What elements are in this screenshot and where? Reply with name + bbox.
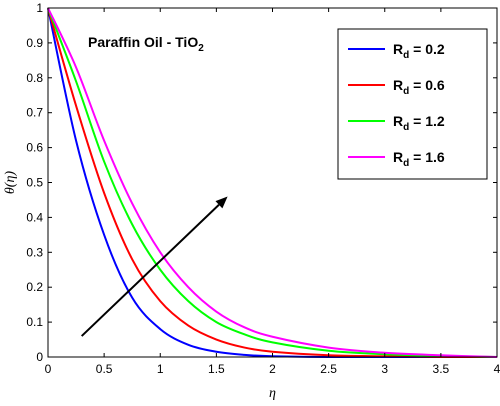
legend-label-value: = 1.2: [409, 113, 445, 129]
x-axis-ticks: 0 0.5 1 1.5 2 2.5 3 3.5 4: [45, 8, 500, 376]
legend-label-value: = 0.2: [409, 41, 445, 57]
y-tick-label: 1: [36, 1, 43, 15]
x-tick-label: 1: [157, 362, 164, 376]
chart-annotation: Paraffin Oil - TiO2: [88, 34, 204, 54]
y-tick-label: 0.6: [26, 141, 43, 155]
x-tick-label: 4: [494, 362, 500, 376]
x-tick-label: 1.5: [208, 362, 225, 376]
legend-label-main: R: [393, 149, 403, 165]
x-tick-label: 2.5: [320, 362, 337, 376]
x-axis-label: η: [269, 386, 276, 401]
series-line: [47, 7, 498, 358]
legend-label-value: = 1.6: [409, 149, 445, 165]
y-axis-label: θ(η): [3, 171, 18, 194]
y-tick-label: 0: [36, 350, 43, 364]
legend-label-subscript: d: [403, 158, 409, 169]
x-tick-label: 2: [269, 362, 276, 376]
legend-label-main: R: [393, 41, 403, 57]
legend-label-value: = 0.6: [409, 77, 445, 93]
legend-box: [337, 28, 488, 180]
y-tick-label: 0.2: [26, 280, 43, 294]
x-tick-label: 3: [381, 362, 388, 376]
annotation-main: Paraffin Oil - TiO: [88, 34, 198, 50]
y-tick-label: 0.5: [26, 176, 43, 190]
arrow-layer: [80, 196, 228, 337]
y-tick-label: 0.4: [26, 210, 43, 224]
y-tick-label: 0.8: [26, 71, 43, 85]
legend-label-subscript: d: [403, 122, 409, 133]
trend-arrow-shaft: [80, 204, 220, 337]
trend-arrow-head: [215, 196, 228, 209]
legend-label: Rd = 0.6: [393, 77, 445, 97]
legend-label: Rd = 1.2: [393, 113, 445, 133]
y-axis-ticks: 0 0.1 0.2 0.3 0.4 0.5 0.6 0.7 0.8 0.9 1: [26, 1, 497, 364]
y-tick-label: 0.9: [26, 36, 43, 50]
legend-label-main: R: [393, 77, 403, 93]
annotation-subscript: 2: [198, 43, 204, 54]
y-tick-label: 0.1: [26, 315, 43, 329]
y-tick-label: 0.3: [26, 245, 43, 259]
legend-label-subscript: d: [403, 86, 409, 97]
x-tick-label: 3.5: [433, 362, 450, 376]
legend-label-main: R: [393, 113, 403, 129]
legend-label-subscript: d: [403, 50, 409, 61]
x-tick-label: 0: [45, 362, 52, 376]
legend-label: Rd = 1.6: [393, 149, 445, 169]
legend-label: Rd = 0.2: [393, 41, 445, 61]
legend: Rd = 0.2Rd = 0.6Rd = 1.2Rd = 1.6: [337, 28, 488, 180]
y-tick-label: 0.7: [26, 106, 43, 120]
x-tick-label: 0.5: [96, 362, 113, 376]
